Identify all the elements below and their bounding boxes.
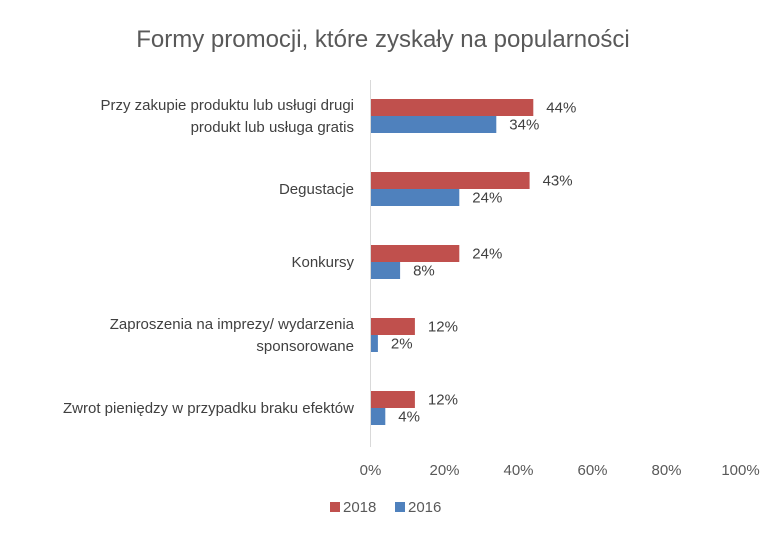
bar-2016	[370, 335, 378, 352]
bar-2016	[370, 408, 386, 425]
x-tick-labels: 0% 20% 40% 60% 80% 100%	[360, 462, 760, 479]
data-labels: 44% 34% 43% 24% 24% 8% 12% 2% 12% 4%	[391, 100, 576, 426]
data-label-2018: 12%	[428, 392, 458, 409]
x-tick-label: 40%	[503, 462, 533, 479]
category-label: Degustacje	[279, 181, 354, 198]
bar-2018	[370, 318, 415, 335]
category-labels: Przy zakupie produktu lub usługi drugi pr…	[63, 97, 355, 417]
chart-title: Formy promocji, które zyskały na popular…	[136, 26, 630, 53]
x-tick-label: 20%	[429, 462, 459, 479]
category-label: Przy zakupie produktu lub usługi drugi	[101, 97, 354, 114]
bar-2018	[370, 245, 460, 262]
x-tick-label: 100%	[721, 462, 759, 479]
category-label: sponsorowane	[256, 338, 354, 355]
bar-2016	[370, 262, 401, 279]
data-label-2016: 34%	[509, 117, 539, 134]
bar-2018	[370, 391, 415, 408]
data-label-2018: 44%	[546, 100, 576, 117]
data-label-2016: 8%	[413, 263, 435, 280]
category-label: Zwrot pieniędzy w przypadku braku efektó…	[63, 400, 354, 417]
data-label-2016: 24%	[472, 190, 502, 207]
x-tick-label: 0%	[360, 462, 382, 479]
bar-2018	[370, 99, 534, 116]
bar-2016	[370, 116, 497, 133]
data-label-2018: 24%	[472, 246, 502, 263]
category-label: produkt lub usługa gratis	[191, 119, 354, 136]
category-label: Zaproszenia na imprezy/ wydarzenia	[110, 316, 355, 333]
bars	[370, 99, 534, 425]
legend-label-2016: 2016	[408, 499, 441, 516]
bar-2016	[370, 189, 460, 206]
x-tick-label: 80%	[651, 462, 681, 479]
x-tick-label: 60%	[577, 462, 607, 479]
legend-label-2018: 2018	[343, 499, 376, 516]
data-label-2016: 2%	[391, 336, 413, 353]
data-label-2018: 12%	[428, 319, 458, 336]
data-label-2018: 43%	[543, 173, 573, 190]
legend-swatch-2016	[395, 502, 405, 512]
bar-2018	[370, 172, 530, 189]
category-label: Konkursy	[291, 254, 354, 271]
data-label-2016: 4%	[398, 409, 420, 426]
legend: 2018 2016	[330, 499, 441, 516]
legend-swatch-2018	[330, 502, 340, 512]
